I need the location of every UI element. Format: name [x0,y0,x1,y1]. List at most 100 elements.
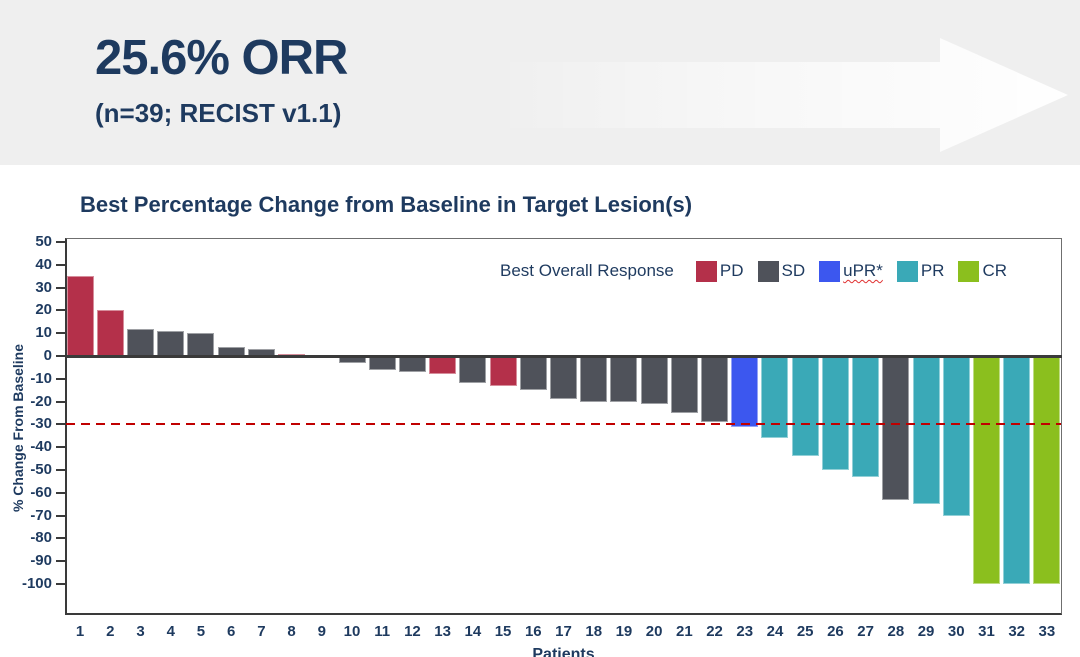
x-axis-title: Patients [532,646,595,657]
bar-patient-13 [429,356,457,375]
bar-patient-2 [96,310,124,356]
y-tick-mark-0 [56,355,65,357]
y-tick-mark--80 [56,537,65,540]
x-tick-label-27: 27 [857,623,874,640]
y-tick-mark-20 [56,309,65,312]
x-tick-label-23: 23 [736,623,754,640]
x-tick-label-11: 11 [374,623,391,640]
x-tick-label-9: 9 [317,623,326,640]
bar-patient-11 [368,356,396,370]
bar-patient-29 [912,356,940,505]
x-tick-label-22: 22 [706,623,723,640]
x-tick-label-20: 20 [645,623,663,640]
chart-title: Best Percentage Change from Baseline in … [80,192,693,217]
legend-swatch-upr [819,260,841,282]
legend-label-upr: uPR* [843,261,883,280]
x-tick-label-12: 12 [404,623,421,640]
bar-patient-1 [66,276,94,356]
y-tick-label--80: -80 [30,529,52,547]
bar-patient-18 [580,356,608,402]
x-tick-label-17: 17 [555,623,572,640]
legend-swatch-cr [958,260,980,282]
y-tick-mark--60 [56,491,65,494]
x-tick-label-18: 18 [585,623,603,640]
y-tick-mark--50 [56,469,65,471]
orr-headline: 25.6% ORR [95,31,348,85]
x-tick-label-5: 5 [196,623,206,640]
bar-patient-31 [972,356,1000,584]
x-tick-label-31: 31 [978,623,995,640]
x-tick-label-16: 16 [524,623,542,640]
x-tick-label-19: 19 [615,623,633,640]
legend-item-sd: SD [757,260,806,282]
bar-patient-23 [731,356,759,427]
x-tick-label-29: 29 [917,623,935,640]
legend-swatch-pd [695,260,717,282]
y-tick-label--10: -10 [30,369,52,387]
x-tick-label-33: 33 [1038,623,1056,640]
bar-patient-21 [670,356,698,413]
x-tick-label-3: 3 [136,623,145,640]
y-tick-mark-10 [56,332,65,335]
y-tick-label--90: -90 [30,552,52,570]
y-tick-mark--90 [56,560,65,563]
x-tick-label-21: 21 [676,623,693,640]
legend-item-pd: PD [695,260,744,282]
y-tick-label--60: -60 [30,483,52,501]
bar-patient-25 [791,356,819,457]
y-tick-label-0: 0 [43,347,52,364]
y-tick-mark--40 [56,446,65,449]
y-tick-mark--10 [56,377,65,380]
bar-patient-26 [821,356,849,470]
bar-patient-5 [187,333,215,356]
bar-patient-24 [761,356,789,439]
zero-line [65,355,1062,358]
legend-item-upr: uPR* [819,260,883,282]
y-tick-label-20: 20 [35,301,52,319]
y-tick-label-30: 30 [35,278,52,296]
y-tick-mark-40 [56,263,65,266]
x-tick-label-24: 24 [766,623,784,640]
y-tick-label-50: 50 [35,233,52,250]
bar-patient-17 [550,356,577,400]
x-tick-label-1: 1 [75,623,85,640]
y-tick-label-40: 40 [35,255,52,273]
legend-title: Best Overall Response [500,261,674,280]
x-tick-label-13: 13 [434,623,451,640]
y-tick-label--50: -50 [30,461,52,478]
bar-patient-22 [701,356,729,423]
y-tick-mark-50 [56,241,65,243]
bar-patient-28 [882,356,910,500]
bar-patient-3 [127,328,155,356]
bar-patient-20 [640,356,668,404]
orr-subtitle: (n=39; RECIST v1.1) [95,98,342,128]
bar-patient-16 [519,356,547,391]
legend-label-pd: PD [719,261,744,280]
y-tick-label--20: -20 [30,392,52,410]
y-tick-mark--20 [56,400,65,403]
bar-patient-12 [398,356,426,372]
bar-patient-27 [852,356,880,477]
x-tick-label-6: 6 [226,623,236,640]
bar-patient-4 [157,330,185,356]
y-tick-label--40: -40 [30,438,52,456]
x-tick-label-28: 28 [887,623,905,640]
x-tick-label-14: 14 [464,623,482,640]
x-tick-label-10: 10 [343,623,361,640]
y-axis-title: % Change From Baseline [10,343,26,513]
reference-line-minus-30 [66,423,1061,426]
y-tick-mark--100 [56,583,65,585]
bar-patient-15 [489,356,517,386]
legend-swatch-pr [896,260,918,282]
legend-label-sd: SD [781,261,806,280]
y-tick-label-10: 10 [35,324,52,342]
bar-patient-19 [610,356,638,402]
x-tick-label-32: 32 [1008,623,1026,640]
legend-item-pr: PR [896,260,944,282]
header-band: 25.6% ORR (n=39; RECIST v1.1) [0,0,1080,165]
bar-patient-30 [942,356,970,516]
x-tick-label-15: 15 [494,623,512,640]
legend-swatch-sd [757,260,779,282]
y-tick-mark--70 [56,514,65,517]
